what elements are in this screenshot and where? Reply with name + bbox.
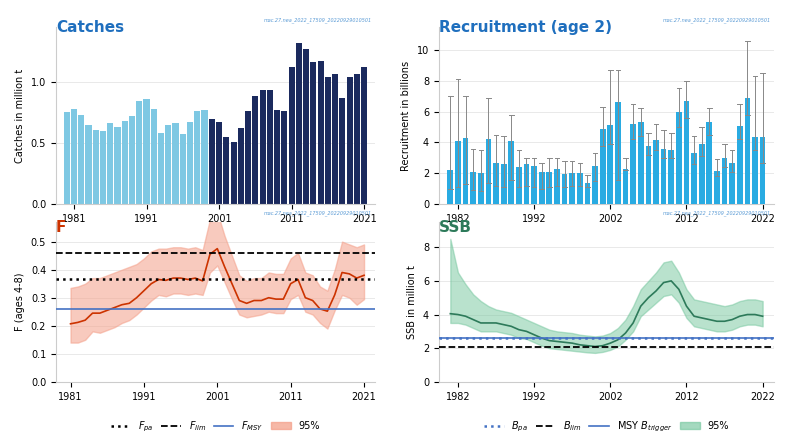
Bar: [585, 182, 591, 204]
Bar: [592, 166, 598, 204]
Bar: [577, 173, 583, 204]
Bar: [282, 111, 287, 204]
Bar: [107, 123, 113, 204]
Text: mac.27.nea_2022_17509_20220929010501: mac.27.nea_2022_17509_20220929010501: [264, 210, 372, 216]
Bar: [753, 137, 758, 204]
Bar: [194, 111, 200, 204]
Bar: [547, 172, 552, 204]
Bar: [78, 115, 85, 204]
Bar: [151, 109, 157, 204]
Bar: [267, 90, 273, 204]
Bar: [721, 158, 728, 204]
Bar: [129, 116, 135, 204]
Bar: [289, 67, 294, 204]
Bar: [600, 129, 606, 204]
Bar: [209, 119, 215, 204]
Bar: [508, 141, 514, 204]
Bar: [539, 172, 544, 204]
Legend: $B_{pa}$, $B_{lim}$, MSY $B_{trigger}$, 95%: $B_{pa}$, $B_{lim}$, MSY $B_{trigger}$, …: [480, 415, 733, 438]
Bar: [615, 102, 621, 204]
Bar: [85, 125, 92, 204]
Bar: [630, 124, 636, 204]
Bar: [71, 109, 77, 204]
Bar: [64, 112, 70, 204]
Legend: $F_{pa}$, $F_{lim}$, $F_{MSY}$, 95%: $F_{pa}$, $F_{lim}$, $F_{MSY}$, 95%: [107, 415, 324, 438]
Bar: [180, 135, 186, 204]
Bar: [252, 96, 259, 204]
Bar: [332, 75, 338, 204]
Y-axis label: Catches in million t: Catches in million t: [15, 68, 26, 163]
Bar: [296, 43, 302, 204]
Bar: [354, 75, 360, 204]
Bar: [691, 152, 697, 204]
Bar: [669, 150, 674, 204]
Bar: [274, 110, 280, 204]
Text: F: F: [56, 220, 66, 235]
Bar: [470, 172, 476, 204]
Bar: [729, 163, 735, 204]
Bar: [339, 98, 346, 204]
Bar: [638, 123, 644, 204]
Bar: [554, 169, 560, 204]
Bar: [653, 140, 659, 204]
Bar: [231, 142, 237, 204]
Legend: Recruitment, 95%: Recruitment, 95%: [535, 235, 678, 253]
Bar: [684, 101, 689, 204]
Bar: [325, 77, 331, 204]
Bar: [448, 170, 453, 204]
Bar: [714, 171, 720, 204]
Bar: [216, 122, 222, 204]
Bar: [463, 138, 468, 204]
Y-axis label: Recruitment in billions: Recruitment in billions: [401, 60, 412, 170]
Bar: [100, 131, 106, 204]
Bar: [485, 139, 492, 204]
Text: mac.27.nea_2022_17509_20220929010501: mac.27.nea_2022_17509_20220929010501: [662, 17, 771, 23]
Text: Catches: Catches: [56, 20, 124, 35]
Bar: [144, 99, 150, 204]
Bar: [93, 130, 99, 204]
Bar: [493, 163, 499, 204]
Bar: [310, 62, 317, 204]
Y-axis label: SSB in million t: SSB in million t: [407, 265, 417, 339]
Bar: [531, 166, 537, 204]
Bar: [114, 127, 120, 204]
Text: mac.27.nea_2022_17509_20220929010501: mac.27.nea_2022_17509_20220929010501: [662, 210, 771, 216]
Bar: [259, 90, 266, 204]
Bar: [223, 137, 230, 204]
Bar: [202, 110, 207, 204]
Bar: [523, 164, 529, 204]
Bar: [346, 77, 353, 204]
Bar: [516, 167, 522, 204]
Bar: [622, 169, 628, 204]
Text: Recruitment (age 2): Recruitment (age 2): [439, 20, 612, 35]
Bar: [455, 141, 460, 204]
Bar: [122, 121, 128, 204]
Text: SSB: SSB: [439, 220, 472, 235]
Text: mac.27.nea_2022_17509_20220929010501: mac.27.nea_2022_17509_20220929010501: [264, 17, 372, 23]
Bar: [569, 173, 575, 204]
Bar: [745, 99, 750, 204]
Bar: [303, 49, 310, 204]
Y-axis label: F (ages 4-8): F (ages 4-8): [15, 273, 26, 331]
Bar: [737, 126, 743, 204]
Bar: [136, 101, 142, 204]
Bar: [172, 123, 179, 204]
Bar: [361, 67, 367, 204]
Bar: [760, 137, 765, 204]
Bar: [699, 144, 705, 204]
Bar: [318, 61, 324, 204]
Bar: [646, 147, 651, 204]
Bar: [478, 173, 484, 204]
Bar: [661, 149, 666, 204]
Bar: [607, 126, 613, 204]
Bar: [165, 125, 172, 204]
Bar: [187, 122, 193, 204]
Bar: [158, 133, 164, 204]
Bar: [676, 112, 681, 204]
Bar: [562, 174, 567, 204]
Bar: [238, 128, 244, 204]
Bar: [245, 111, 251, 204]
Bar: [501, 164, 507, 204]
Bar: [706, 123, 712, 204]
